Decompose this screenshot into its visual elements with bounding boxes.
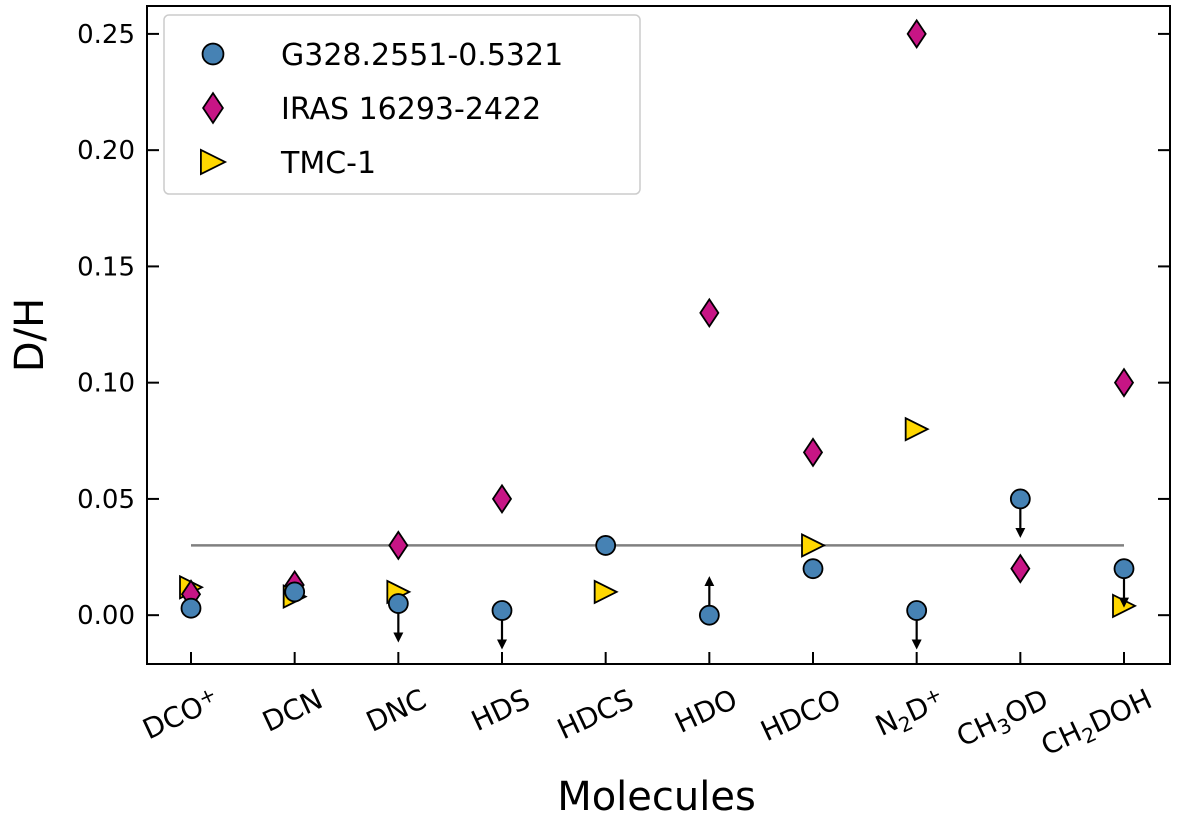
data-point [904, 416, 930, 442]
x-tick-label: CH3OD [951, 682, 1054, 756]
x-tick-label: DCO+ [137, 682, 224, 746]
y-tick-label: 0.15 [77, 252, 135, 282]
y-tick-label: 0.05 [77, 485, 135, 515]
x-tick-label: DCN [257, 682, 327, 738]
legend-marker [199, 148, 228, 176]
data-point [1009, 488, 1031, 510]
data-point [906, 18, 927, 50]
data-point [906, 600, 928, 621]
legend-label: IRAS 16293-2422 [281, 92, 541, 127]
x-tick-label: CH2DOH [1036, 682, 1158, 765]
x-tick-label: HDCO [756, 682, 846, 748]
legend-label: TMC-1 [280, 146, 376, 181]
legend-marker [201, 42, 225, 66]
data-point [284, 581, 306, 603]
data-point [593, 579, 619, 605]
x-tick-label: HDCS [552, 682, 638, 746]
y-tick-label: 0.10 [77, 369, 135, 399]
data-point [801, 532, 827, 558]
x-tick-label: DNC [361, 682, 431, 738]
data-point [1010, 553, 1031, 584]
y-axis-title: D/H [7, 298, 53, 372]
data-point [802, 437, 824, 468]
data-point [180, 597, 202, 619]
y-tick-label: 0.25 [77, 20, 135, 50]
legend-box [163, 14, 641, 195]
data-point [698, 604, 720, 626]
x-axis-title: Molecules [557, 774, 756, 820]
data-point [699, 297, 720, 329]
data-point [802, 558, 824, 580]
data-point [387, 593, 409, 614]
y-tick-label: 0.00 [77, 601, 135, 631]
x-tick-label: N2D+ [870, 682, 951, 746]
data-markers [179, 18, 1138, 650]
data-point [388, 530, 409, 561]
data-point [491, 483, 513, 515]
x-tick-label: HDS [466, 682, 535, 737]
data-point [491, 600, 513, 621]
x-tick-label: HDO [670, 682, 743, 739]
legend: G328.2551-0.5321 IRAS 16293-2422 TMC-1 [163, 14, 641, 195]
data-point [595, 535, 617, 556]
data-point [1113, 367, 1135, 398]
legend-label: G328.2551-0.5321 [281, 38, 563, 73]
data-point [1113, 558, 1135, 580]
legend-marker [202, 91, 224, 125]
y-tick-label: 0.20 [77, 136, 135, 166]
plot-frame [146, 5, 1171, 665]
